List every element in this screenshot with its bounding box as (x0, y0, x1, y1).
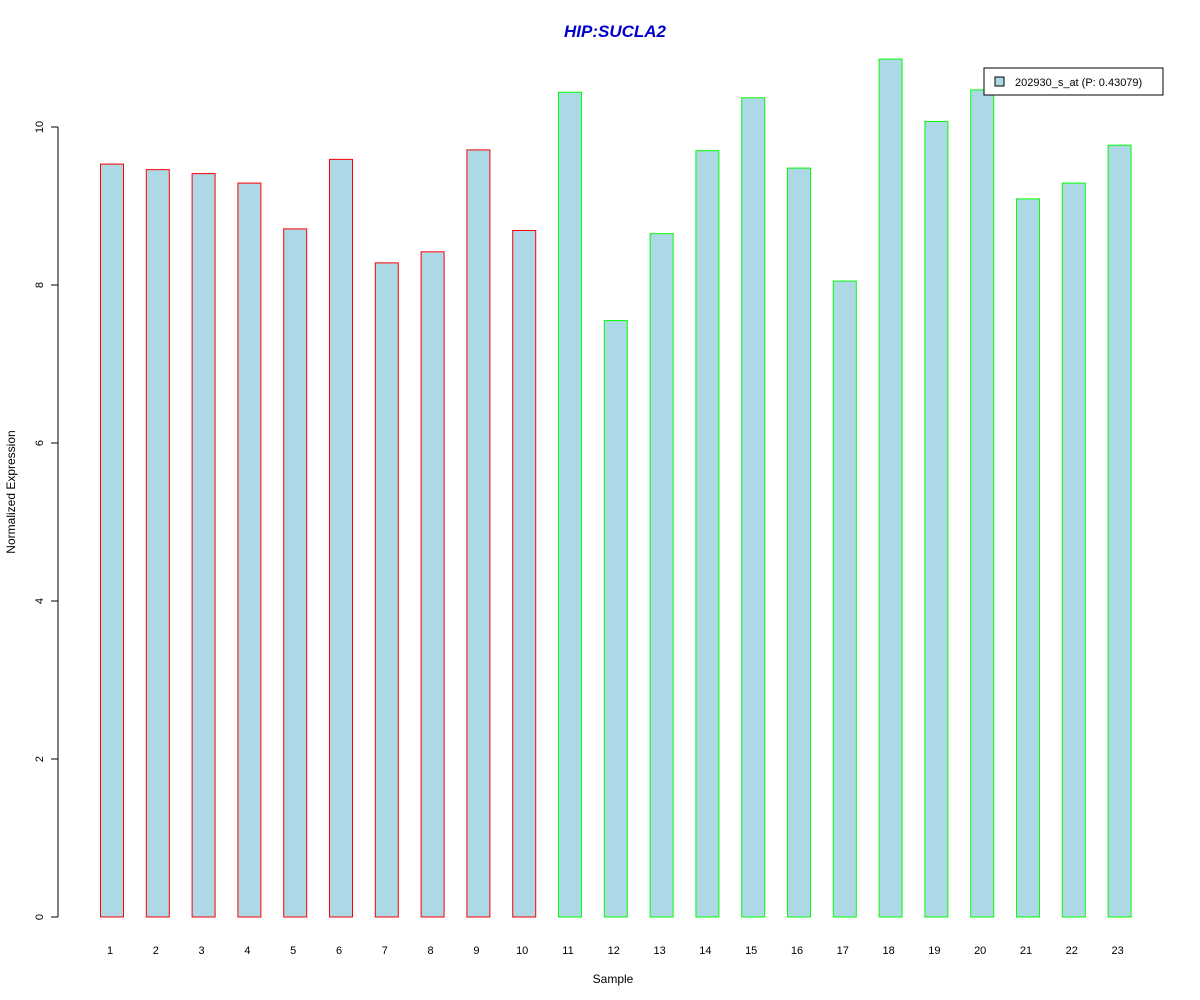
bar-16 (787, 167, 811, 918)
y-tick-label: 0 (34, 914, 46, 920)
bar-12 (603, 320, 628, 918)
x-tick-label: 17 (837, 945, 849, 957)
x-tick-label: 15 (745, 945, 757, 957)
x-tick-label: 22 (1066, 945, 1078, 957)
bar-3 (191, 173, 216, 918)
bar-7 (374, 262, 399, 918)
bar-1 (100, 163, 124, 918)
legend-box (983, 67, 1164, 96)
y-tick-label: 2 (34, 756, 46, 762)
bar-6 (329, 158, 353, 918)
bar-4 (237, 182, 262, 918)
x-tick-label: 9 (473, 945, 479, 957)
x-tick-label: 12 (608, 945, 620, 957)
x-tick-label: 10 (516, 945, 528, 957)
x-tick-label: 20 (974, 945, 986, 957)
x-tick-label: 13 (653, 945, 665, 957)
bar-18 (878, 58, 903, 918)
bar-9 (466, 149, 491, 918)
x-tick-label: 18 (882, 945, 894, 957)
y-tick-label: 4 (34, 598, 46, 604)
bar-10 (512, 229, 537, 918)
legend-swatch (994, 76, 1005, 87)
x-tick-label: 7 (382, 945, 388, 957)
y-axis-label: Normalized Expression (4, 430, 18, 553)
x-axis-label: Sample (593, 972, 634, 986)
x-tick-label: 6 (336, 945, 342, 957)
bar-14 (695, 150, 720, 918)
x-tick-label: 5 (290, 945, 296, 957)
bar-15 (741, 97, 766, 918)
x-tick-label: 16 (791, 945, 803, 957)
x-tick-label: 11 (562, 945, 573, 957)
x-tick-label: 4 (244, 945, 250, 957)
bar-8 (420, 251, 445, 918)
bar-17 (832, 280, 857, 918)
y-tick-label: 10 (34, 121, 46, 133)
x-tick-label: 8 (428, 945, 434, 957)
bar-23 (1107, 144, 1132, 918)
y-tick-label: 8 (34, 282, 46, 288)
x-tick-label: 3 (199, 945, 205, 957)
bar-2 (145, 169, 170, 918)
legend: 202930_s_at (P: 0.43079) (983, 67, 1164, 96)
bar-13 (649, 233, 674, 918)
x-tick-label: 21 (1020, 945, 1032, 957)
bar-22 (1061, 182, 1086, 918)
legend-label: 202930_s_at (P: 0.43079) (1015, 77, 1142, 89)
bar-5 (283, 228, 308, 918)
bars (100, 58, 1132, 918)
x-tick-label: 14 (699, 945, 711, 957)
bar-19 (924, 120, 949, 918)
x-tick-label: 1 (107, 945, 113, 957)
y-tick-label: 6 (34, 440, 46, 446)
x-tick-labels: 1 2 3 4 5 6 7 8 9 10 11 12 13 14 15 16 17 18 19 20 21 22 23 (107, 945, 1124, 957)
x-tick-label: 2 (153, 945, 159, 957)
bar-11 (558, 91, 582, 918)
y-axis: 0 2 4 6 8 10 (34, 121, 59, 920)
bar-21 (1016, 198, 1040, 918)
bar-20 (970, 89, 995, 918)
chart-title: HIP:SUCLA2 (564, 22, 667, 41)
x-tick-label: 23 (1111, 945, 1123, 957)
x-tick-label: 19 (928, 945, 940, 957)
